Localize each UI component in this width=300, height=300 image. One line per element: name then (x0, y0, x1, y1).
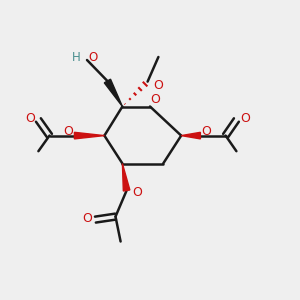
Text: O: O (82, 212, 92, 225)
Text: O: O (154, 79, 164, 92)
Polygon shape (104, 79, 122, 106)
Text: O: O (64, 125, 74, 139)
Text: O: O (132, 185, 142, 199)
Text: O: O (151, 93, 160, 106)
Polygon shape (181, 132, 200, 139)
Text: O: O (25, 112, 35, 125)
Polygon shape (122, 164, 130, 191)
Text: H: H (72, 51, 80, 64)
Text: O: O (201, 125, 211, 139)
Polygon shape (74, 132, 104, 139)
Text: O: O (240, 112, 250, 125)
Text: O: O (88, 51, 98, 64)
